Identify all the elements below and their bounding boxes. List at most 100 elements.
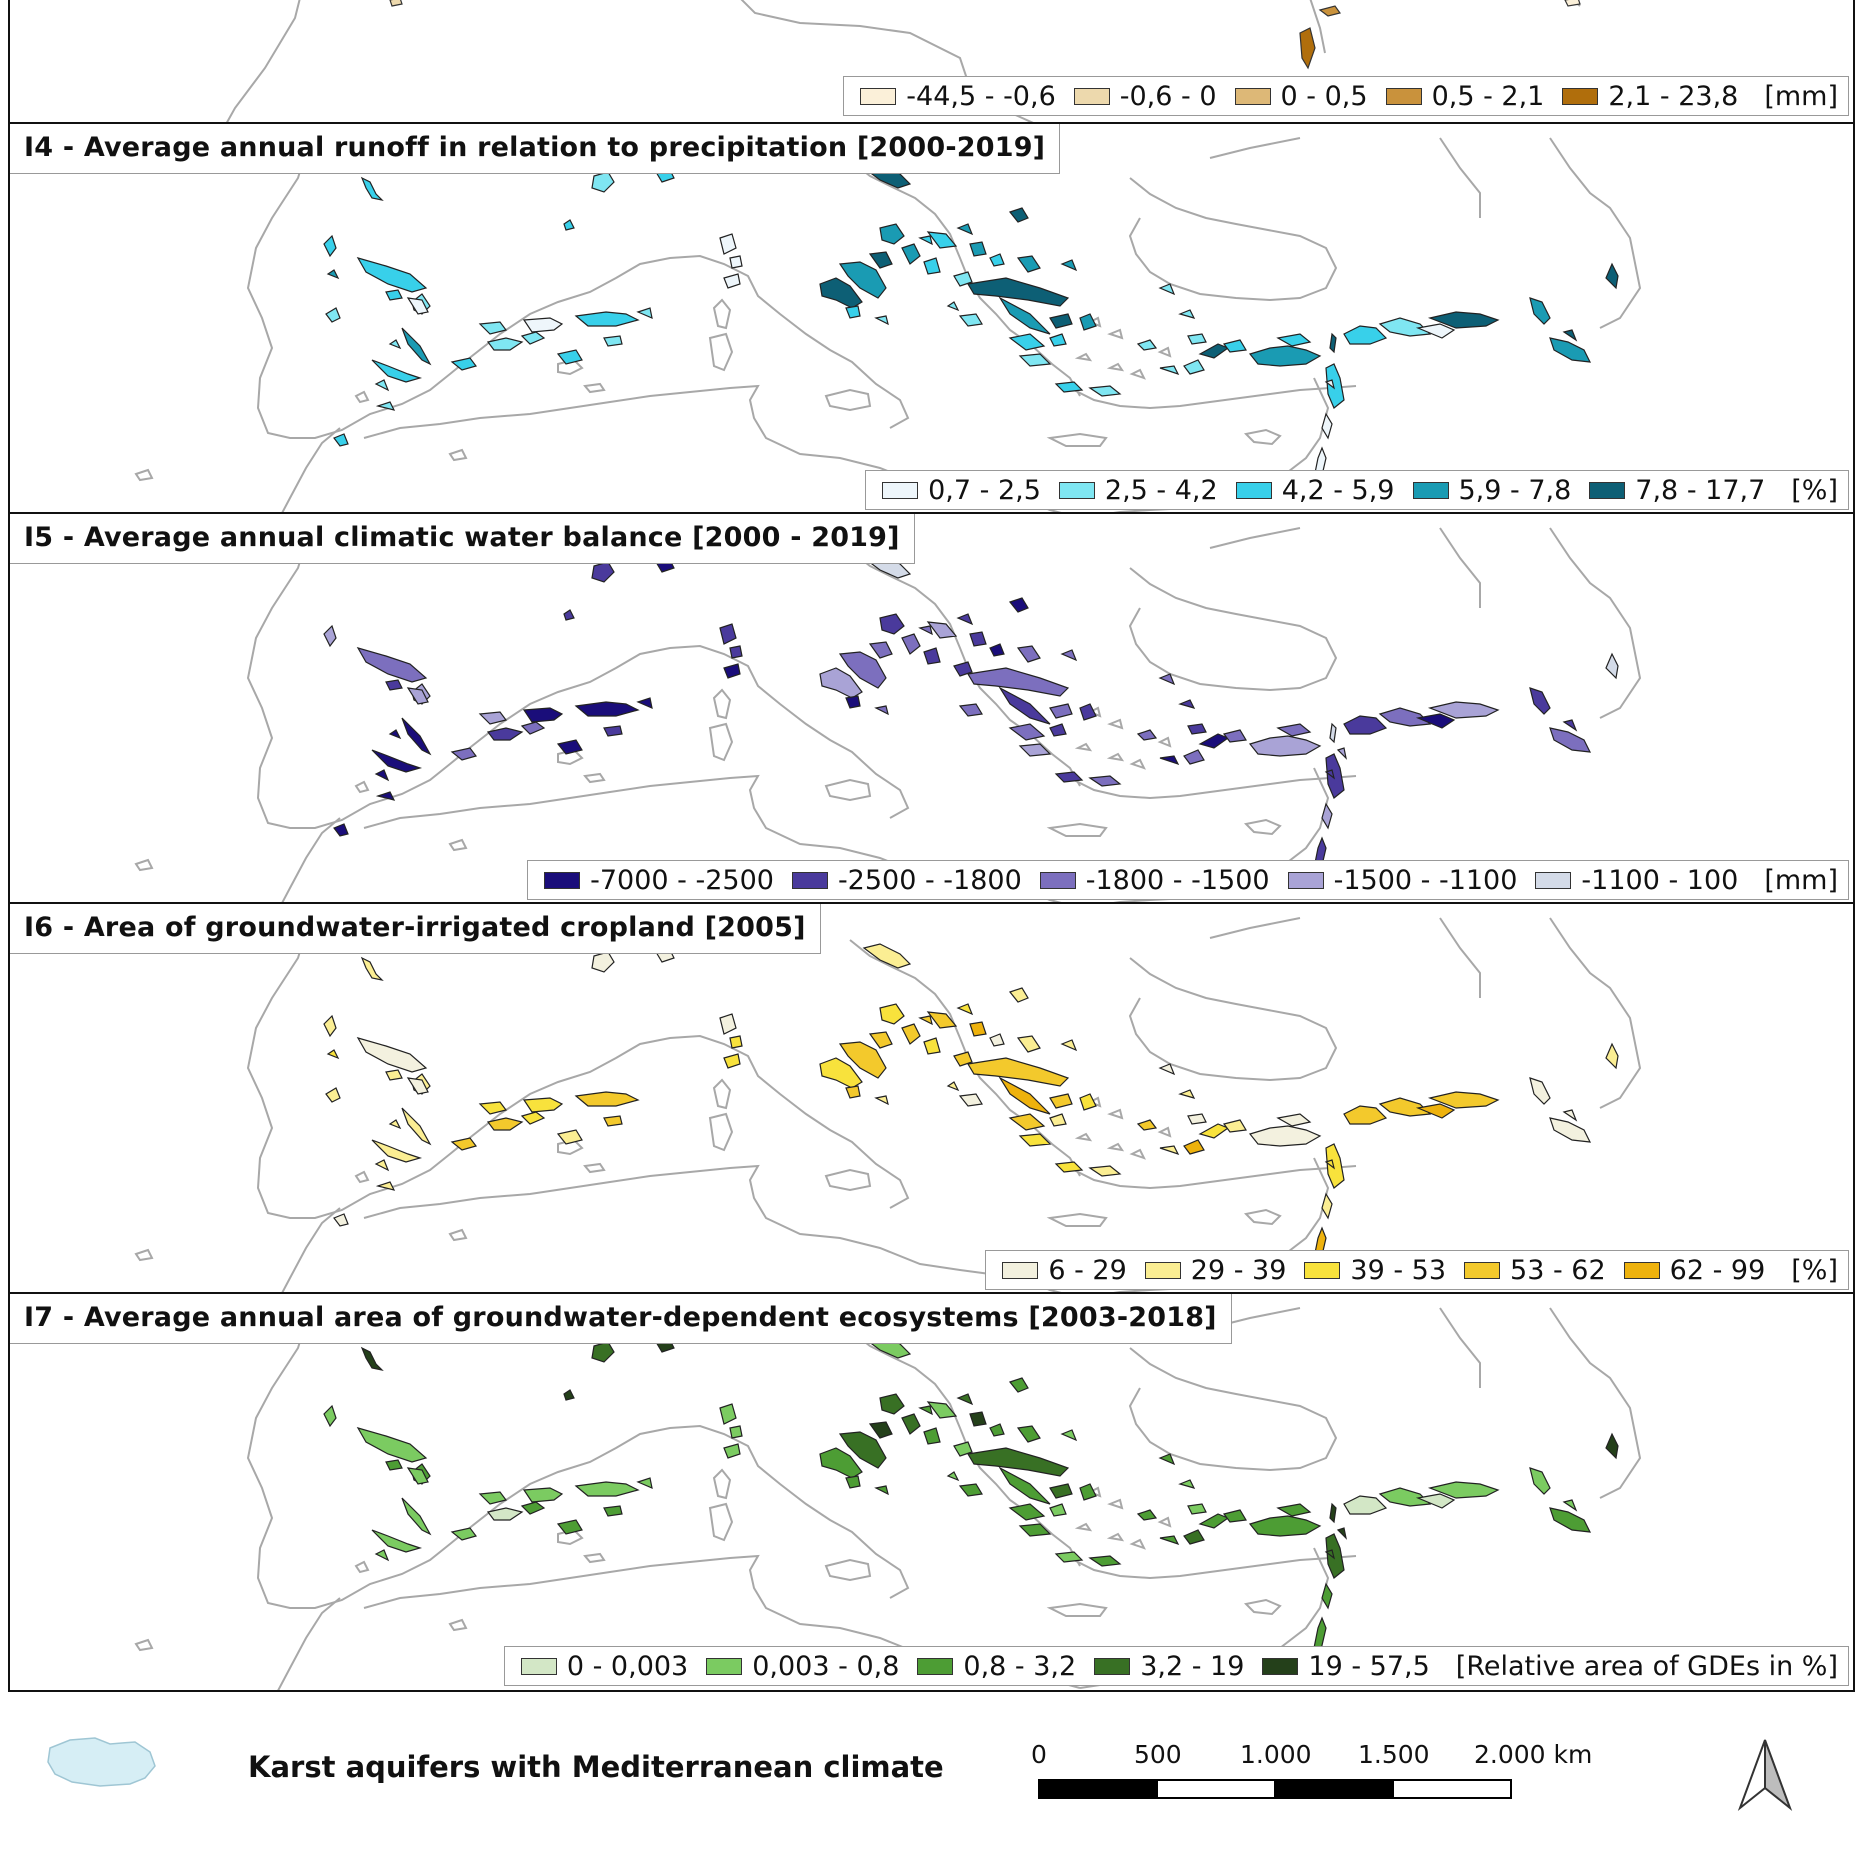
aquifer-polygon	[1060, 1429, 1078, 1442]
aquifer-polygon	[520, 1111, 546, 1125]
legend-i3: -44,5 - -0,6 -0,6 - 0 0 - 0,5 0,5 - 2,1 …	[843, 76, 1849, 116]
aquifer-polygon	[729, 645, 743, 659]
aquifer-polygon	[1198, 1123, 1230, 1139]
aquifer-polygon	[1060, 259, 1078, 272]
aquifer-polygon	[1060, 1039, 1078, 1052]
aquifer-polygon	[926, 1401, 958, 1419]
coastline-segment	[1209, 527, 1301, 549]
island-outline	[708, 1112, 734, 1152]
aquifer-polygon	[901, 1413, 921, 1435]
aquifer-polygon	[1049, 333, 1067, 347]
coastline-segment	[280, 1207, 341, 1294]
aquifer-polygon	[1549, 727, 1592, 753]
aquifer-polygon	[1008, 1113, 1046, 1131]
aquifer-polygon	[1178, 1479, 1196, 1489]
aquifer-polygon	[1415, 1493, 1456, 1509]
coastline-segment	[1069, 1165, 1357, 1190]
aquifer-polygon	[333, 1213, 349, 1227]
island-outline	[583, 1552, 606, 1564]
aquifer-polygon	[375, 791, 396, 801]
aquifer-polygon	[1018, 1523, 1052, 1537]
aquifer-polygon	[1562, 329, 1578, 342]
legend-item: -7000 - -2500	[544, 865, 774, 896]
aquifer-polygon	[838, 1431, 887, 1469]
aquifer-polygon	[401, 717, 432, 756]
island-outline	[1074, 1522, 1093, 1532]
aquifer-polygon	[325, 307, 341, 323]
island-outline	[354, 390, 370, 404]
aquifer-polygon	[1325, 753, 1345, 799]
aquifer-polygon	[556, 739, 583, 755]
aquifer-polygon	[1008, 1377, 1029, 1393]
aquifer-polygon	[1049, 723, 1067, 737]
legend-label: 3,2 - 19	[1140, 1650, 1245, 1682]
aquifer-polygon	[956, 613, 974, 626]
legend-item: 29 - 39	[1144, 1255, 1286, 1286]
legend-label: 19 - 57,5	[1308, 1650, 1430, 1682]
aquifer-polygon	[926, 621, 958, 639]
aquifer-polygon	[636, 697, 653, 710]
aquifer-polygon	[862, 943, 912, 969]
aquifer-polygon	[325, 1087, 341, 1103]
aquifer-polygon	[1325, 363, 1345, 409]
island-outline	[354, 1170, 370, 1184]
scale-label: 1.000	[1240, 1740, 1312, 1769]
legend-label: -7000 - -2500	[590, 864, 774, 896]
aquifer-polygon	[1159, 1535, 1180, 1546]
coastline-segment	[1209, 137, 1301, 159]
aquifer-polygon	[956, 223, 974, 236]
legend-item: -1800 - -1500	[1039, 865, 1270, 896]
karst-aquifer-polygons	[323, 540, 1619, 876]
aquifer-polygon	[879, 613, 905, 635]
island-outline	[1129, 1538, 1146, 1550]
aquifer-polygon	[1222, 1509, 1247, 1523]
legend-swatch	[1262, 1657, 1299, 1675]
coastline-segment	[1549, 527, 1642, 719]
north-arrow-icon	[1737, 1739, 1793, 1812]
legend-item: -0,6 - 0	[1073, 81, 1217, 112]
island-outline	[824, 388, 872, 412]
legend-item: 39 - 53	[1304, 1255, 1446, 1286]
aquifer-polygon	[923, 1427, 941, 1445]
aquifer-polygon	[1136, 339, 1158, 351]
basemap	[134, 527, 1642, 904]
scale-label: 1.500	[1358, 1740, 1430, 1769]
aquifer-polygon	[923, 1037, 941, 1055]
coastline-segment	[1549, 1307, 1642, 1499]
legend-unit: [%]	[1791, 1254, 1838, 1286]
aquifer-polygon	[845, 695, 861, 709]
aquifer-polygon	[556, 1519, 583, 1535]
aquifer-polygon	[958, 703, 983, 717]
aquifer-polygon	[1276, 333, 1312, 347]
legend-swatch	[1094, 1657, 1131, 1675]
aquifer-polygon	[478, 1491, 508, 1505]
aquifer-polygon	[385, 1069, 403, 1081]
aquifer-polygon	[450, 747, 478, 761]
aquifer-polygon	[401, 1107, 432, 1146]
legend-item: 0,5 - 2,1	[1385, 81, 1544, 112]
island-outline	[134, 1638, 154, 1652]
island-outline	[1129, 368, 1146, 380]
aquifer-polygon	[356, 1427, 428, 1463]
coastline-segment	[246, 1307, 910, 1609]
island-outline	[1074, 742, 1093, 752]
aquifer-polygon	[1222, 1119, 1247, 1133]
island-outline	[1107, 328, 1124, 340]
aquifer-polygon	[385, 1459, 403, 1471]
legend-label: 0,8 - 3,2	[963, 1650, 1077, 1682]
aquifer-polygon	[1136, 1119, 1158, 1131]
aquifer-polygon	[901, 633, 921, 655]
aquifer-polygon	[967, 1447, 1070, 1477]
island-outline	[824, 1558, 872, 1582]
island-outline	[1074, 1132, 1093, 1142]
aquifer-polygon	[1248, 1125, 1322, 1147]
aquifer-polygon	[356, 1037, 428, 1073]
aquifer-polygon	[356, 647, 428, 683]
aquifer-polygon	[819, 277, 863, 309]
legend-swatch	[882, 481, 919, 499]
legend: -7000 - -2500 -2500 - -1800 -1800 - -1500 -…	[527, 860, 1849, 900]
coastline-segment	[1439, 527, 1481, 608]
aquifer-polygon	[1324, 1549, 1335, 1560]
legend-item: 53 - 62	[1464, 1255, 1606, 1286]
aquifer-polygon	[556, 1129, 583, 1145]
